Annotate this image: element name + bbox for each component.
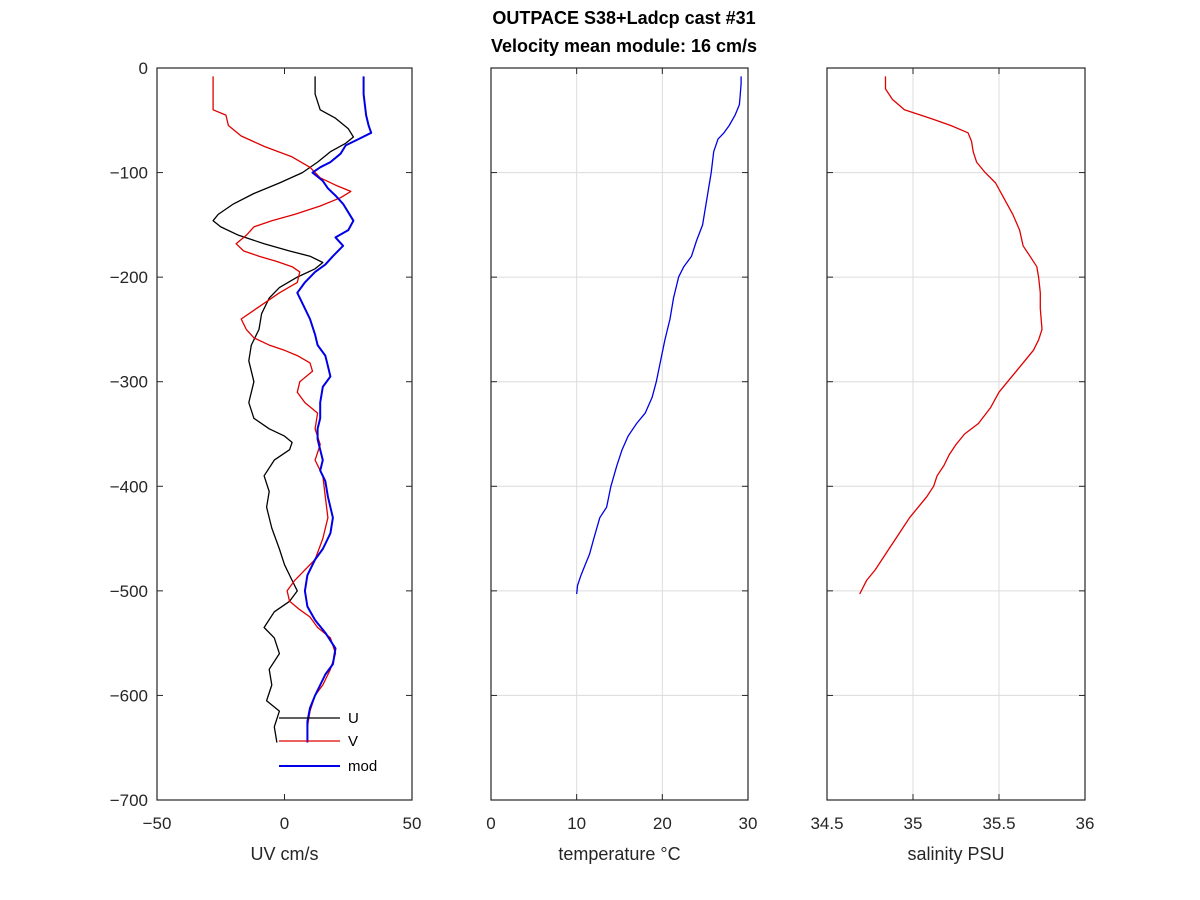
legend-label-mod: mod (348, 758, 377, 775)
y-tick-label: 0 (139, 59, 148, 78)
salinity-axes-frame (826, 67, 1086, 801)
x-tick-label: 35.5 (982, 814, 1015, 833)
legend-label-u: U (348, 710, 359, 727)
salinity-series-line (859, 76, 1043, 595)
y-tick-label: −200 (110, 268, 148, 287)
x-tick-label: 0 (280, 814, 289, 833)
y-tick-label: −500 (110, 582, 148, 601)
chart-title-line1: OUTPACE S38+Ladcp cast #31 (492, 8, 755, 28)
y-tick-label: −100 (110, 164, 148, 183)
x-tick-label: 50 (403, 814, 422, 833)
y-tick-label: −400 (110, 477, 148, 496)
x-tick-label: 0 (486, 814, 495, 833)
y-tick-label: −300 (110, 373, 148, 392)
salinity-panel: 34.5 35 35.5 36 salinity PSU (810, 67, 1095, 864)
uv-series-line-v (212, 76, 352, 743)
uv-series-line-u (212, 76, 355, 743)
x-tick-label: 36 (1076, 814, 1095, 833)
x-tick-label: 35 (904, 814, 923, 833)
x-tick-label: 20 (653, 814, 672, 833)
x-tick-label: 30 (739, 814, 758, 833)
uv-series-line-mod (296, 76, 373, 743)
y-tick-label: −700 (110, 791, 148, 810)
x-tick-label: −50 (143, 814, 172, 833)
temperature-axes-frame (490, 67, 749, 801)
chart-title-line2: Velocity mean module: 16 cm/s (491, 36, 757, 56)
uv-x-axis-label: UV cm/s (250, 844, 318, 864)
y-tick-label: −600 (110, 686, 148, 705)
x-tick-label: 10 (567, 814, 586, 833)
temperature-panel: 0 10 20 30 temperature °C (486, 67, 758, 864)
legend-label-v: V (348, 733, 358, 750)
salinity-x-axis-label: salinity PSU (907, 844, 1004, 864)
temperature-x-axis-label: temperature °C (558, 844, 680, 864)
uv-axes-frame (156, 67, 413, 801)
x-tick-label: 34.5 (810, 814, 843, 833)
temperature-series-line (576, 76, 742, 595)
